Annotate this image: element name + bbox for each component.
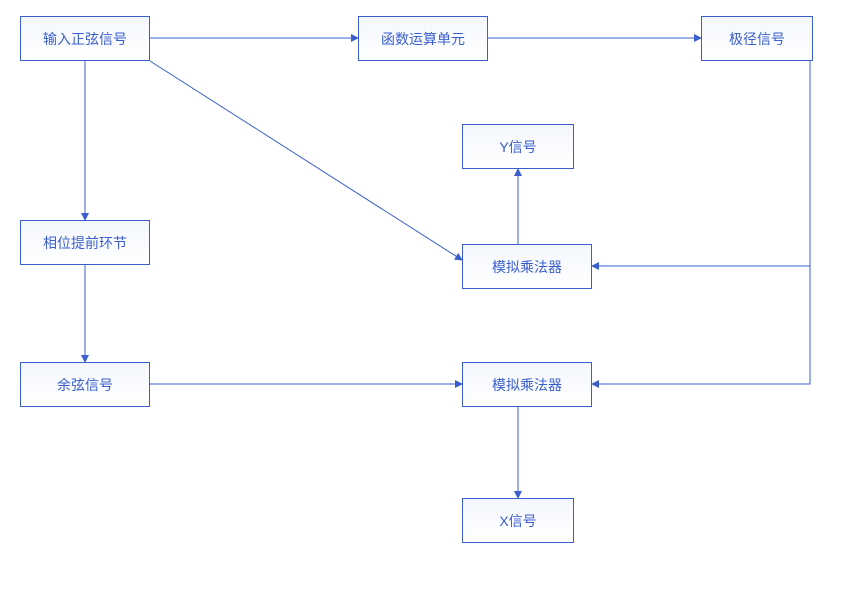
node-label: 函数运算单元	[381, 29, 465, 49]
node-label: 余弦信号	[57, 375, 113, 395]
edge-group	[85, 38, 810, 498]
node-label: 输入正弦信号	[43, 29, 127, 49]
edge-radius_sig-to-mult2	[592, 266, 810, 384]
edges-layer	[0, 0, 843, 593]
edge-radius_sig-to-mult1	[592, 61, 810, 266]
node-label: 相位提前环节	[43, 233, 127, 253]
node-func_unit: 函数运算单元	[358, 16, 488, 61]
node-label: X信号	[499, 511, 536, 531]
node-label: 极径信号	[729, 29, 785, 49]
node-y_sig: Y信号	[462, 124, 574, 169]
node-label: 模拟乘法器	[492, 257, 562, 277]
node-mult1: 模拟乘法器	[462, 244, 592, 289]
node-cos_sig: 余弦信号	[20, 362, 150, 407]
node-mult2: 模拟乘法器	[462, 362, 592, 407]
node-phase_lead: 相位提前环节	[20, 220, 150, 265]
node-label: Y信号	[499, 137, 536, 157]
node-radius_sig: 极径信号	[701, 16, 813, 61]
node-input_sine: 输入正弦信号	[20, 16, 150, 61]
node-x_sig: X信号	[462, 498, 574, 543]
node-label: 模拟乘法器	[492, 375, 562, 395]
edge-input_sine-to-mult1	[150, 61, 462, 260]
